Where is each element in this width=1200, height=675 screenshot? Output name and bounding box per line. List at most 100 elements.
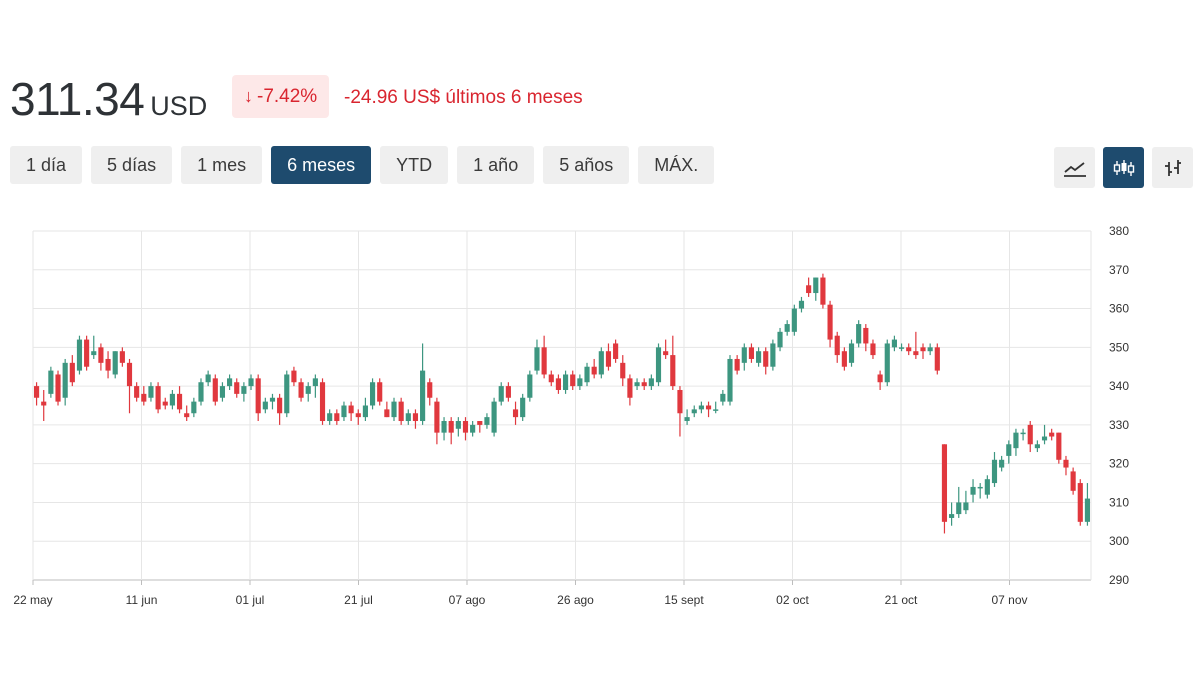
- candle-body[interactable]: [613, 343, 619, 359]
- candle-body[interactable]: [277, 397, 283, 414]
- candle-body[interactable]: [412, 413, 419, 422]
- candle-body[interactable]: [212, 378, 218, 402]
- candle-body[interactable]: [806, 285, 812, 294]
- candle-body[interactable]: [498, 386, 504, 402]
- candle-body[interactable]: [162, 401, 168, 406]
- candle-body[interactable]: [384, 409, 390, 418]
- candle-body[interactable]: [198, 382, 204, 402]
- candle-body[interactable]: [584, 366, 590, 383]
- candle-body[interactable]: [255, 378, 261, 414]
- candle-body[interactable]: [112, 351, 118, 375]
- candle-body[interactable]: [991, 459, 998, 484]
- candle-body[interactable]: [98, 347, 104, 363]
- line-chart-button[interactable]: [1054, 147, 1095, 188]
- candle-body[interactable]: [634, 382, 640, 387]
- candle-body[interactable]: [848, 343, 855, 363]
- candle-body[interactable]: [462, 421, 469, 433]
- candle-body[interactable]: [398, 401, 404, 422]
- range-button-ytd[interactable]: YTD: [380, 146, 449, 184]
- candle-body[interactable]: [641, 382, 647, 387]
- candle-body[interactable]: [1013, 432, 1019, 449]
- candle-body[interactable]: [949, 514, 955, 518]
- candle-body[interactable]: [1056, 432, 1062, 460]
- candle-body[interactable]: [291, 370, 297, 383]
- candle-body[interactable]: [91, 351, 97, 356]
- candle-body[interactable]: [119, 351, 125, 363]
- candlestick-chart[interactable]: 290 300 310 320 330 340 350 360 370 380 22 may 11 …: [0, 215, 1200, 615]
- candle-body[interactable]: [877, 374, 883, 383]
- candle-body[interactable]: [834, 335, 840, 356]
- candle-body[interactable]: [148, 386, 154, 398]
- candle-body[interactable]: [1006, 444, 1012, 456]
- candle-body[interactable]: [777, 331, 783, 348]
- candle-body[interactable]: [155, 386, 161, 410]
- candle-body[interactable]: [1027, 424, 1033, 445]
- candle-body[interactable]: [677, 389, 683, 414]
- candle-body[interactable]: [234, 382, 240, 394]
- candle-body[interactable]: [813, 277, 819, 294]
- candle-body[interactable]: [241, 386, 247, 394]
- candle-body[interactable]: [956, 502, 962, 515]
- candle-body[interactable]: [455, 421, 461, 429]
- candle-body[interactable]: [1034, 444, 1040, 449]
- candle-body[interactable]: [169, 393, 175, 406]
- candle-body[interactable]: [262, 401, 268, 410]
- candle-body[interactable]: [334, 413, 340, 422]
- candle-body[interactable]: [69, 362, 75, 383]
- candle-body[interactable]: [927, 347, 933, 352]
- ohlc-chart-button[interactable]: [1152, 147, 1193, 188]
- candle-body[interactable]: [591, 366, 597, 375]
- candle-body[interactable]: [977, 486, 983, 489]
- candle-body[interactable]: [534, 347, 540, 371]
- candle-body[interactable]: [705, 405, 712, 410]
- candle-body[interactable]: [984, 479, 990, 495]
- candle-body[interactable]: [34, 386, 40, 398]
- candle-body[interactable]: [1077, 483, 1083, 522]
- candle-body[interactable]: [970, 486, 976, 495]
- candle-body[interactable]: [191, 401, 197, 414]
- range-button-1m[interactable]: 1 mes: [181, 146, 263, 184]
- candle-body[interactable]: [377, 382, 383, 402]
- candle-body[interactable]: [791, 308, 797, 332]
- range-button-6m[interactable]: 6 meses: [271, 146, 372, 184]
- candle-body[interactable]: [434, 401, 440, 433]
- candle-body[interactable]: [348, 405, 354, 414]
- candle-body[interactable]: [355, 413, 361, 418]
- candle-body[interactable]: [441, 421, 447, 433]
- candle-body[interactable]: [55, 374, 61, 402]
- candle-body[interactable]: [505, 386, 511, 398]
- range-button-1d[interactable]: 1 día: [10, 146, 83, 184]
- candle-body[interactable]: [520, 397, 526, 418]
- candle-body[interactable]: [41, 401, 47, 406]
- candle-body[interactable]: [84, 339, 90, 367]
- candle-body[interactable]: [856, 324, 862, 344]
- candle-body[interactable]: [820, 277, 826, 305]
- candle-body[interactable]: [298, 382, 304, 398]
- candle-body[interactable]: [563, 374, 569, 390]
- candle-body[interactable]: [691, 409, 697, 414]
- candle-body[interactable]: [713, 409, 719, 411]
- candle-body[interactable]: [470, 424, 476, 433]
- candle-body[interactable]: [555, 378, 561, 390]
- candle-body[interactable]: [756, 351, 762, 363]
- candle-body[interactable]: [727, 358, 733, 402]
- candle-body[interactable]: [863, 327, 869, 344]
- candle-body[interactable]: [1084, 498, 1090, 522]
- candle-body[interactable]: [205, 374, 211, 383]
- candle-body[interactable]: [48, 370, 54, 394]
- range-button-5d[interactable]: 5 días: [91, 146, 173, 184]
- candle-body[interactable]: [319, 382, 326, 422]
- candle-body[interactable]: [427, 382, 433, 398]
- candle-body[interactable]: [720, 393, 726, 402]
- candle-body[interactable]: [648, 378, 654, 387]
- candle-body[interactable]: [913, 351, 919, 356]
- candle-body[interactable]: [598, 351, 604, 375]
- candle-body[interactable]: [570, 374, 576, 387]
- candle-body[interactable]: [763, 351, 769, 367]
- candle-body[interactable]: [420, 370, 426, 422]
- candle-body[interactable]: [655, 347, 662, 383]
- candle-body[interactable]: [1020, 432, 1026, 435]
- candle-body[interactable]: [920, 347, 926, 352]
- candle-body[interactable]: [748, 347, 755, 359]
- candle-body[interactable]: [784, 324, 790, 332]
